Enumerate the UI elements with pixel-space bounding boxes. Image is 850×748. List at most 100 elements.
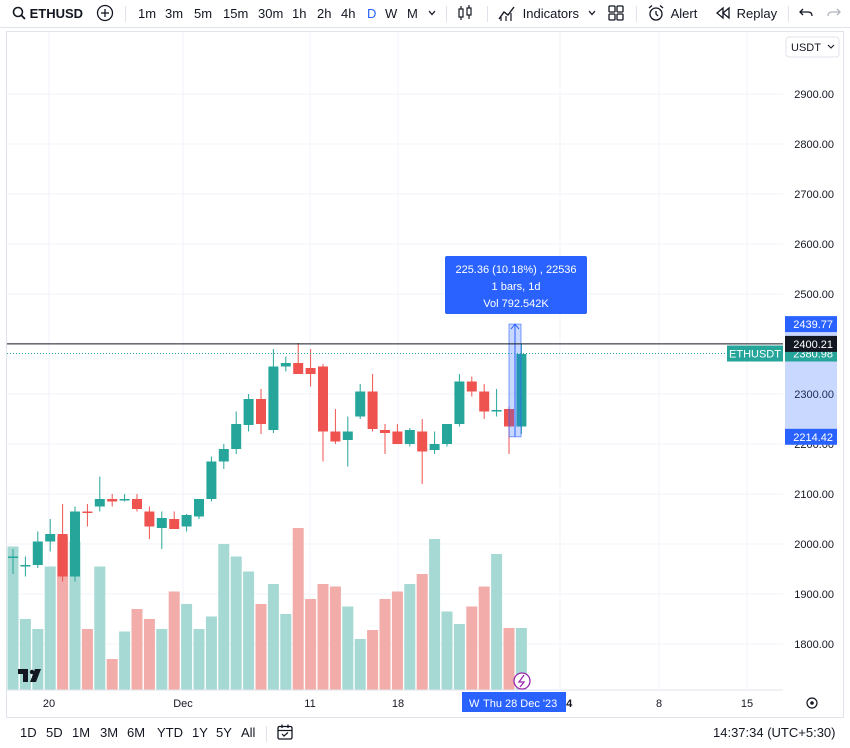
volume-bar (503, 628, 515, 690)
chart-overlay: 225.36 (10.18%) , 22536 1 bars, 1d Vol 792… (7, 256, 783, 690)
candle-body (132, 499, 142, 509)
candle-body (231, 424, 242, 449)
layouts-button[interactable] (607, 0, 625, 28)
compare-button[interactable] (96, 0, 114, 28)
time-axis[interactable]: 20Dec11182024815WThu 28 Dec '23 (7, 689, 818, 712)
volume-bar (305, 599, 317, 690)
time-tick-label: Dec (173, 698, 193, 710)
time-tick-label: 20 (43, 698, 55, 710)
range-1d[interactable]: 1D (20, 725, 37, 740)
price-axis[interactable]: USDT 2900.00 2800.00 2700.00 2600.00 2500.00 2… (727, 32, 844, 703)
candle-body (218, 449, 229, 462)
indicators-label: Indicators (522, 6, 579, 21)
price-tick-label: 2700.00 (794, 189, 834, 201)
grid-layout-icon (608, 5, 624, 21)
volume-bar (267, 584, 279, 690)
range-ytd[interactable]: YTD (157, 725, 183, 740)
interval-15m[interactable]: 15m (223, 6, 249, 21)
tradingview-logo-slash (30, 669, 41, 682)
top-toolbar: ETHUSD 1m 3m 5m 15m 30m 1h 2h 4h D W M I… (0, 0, 850, 28)
volume-bar (379, 599, 391, 690)
price-chart[interactable]: 225.36 (10.18%) , 22536 1 bars, 1d Vol 792… (7, 32, 844, 718)
price-tick-label: 2600.00 (794, 239, 834, 251)
candle-body (355, 391, 366, 417)
measure-tooltip (445, 256, 587, 314)
candle-body (156, 518, 167, 528)
candle-body (442, 424, 452, 444)
volume-bar (32, 629, 44, 690)
range-6m[interactable]: 6M (127, 725, 146, 740)
bottom-bar: 1D 5D 1M 3M 6M YTD 1Y 5Y All 14:37:34 (U… (0, 718, 850, 748)
range-5d[interactable]: 5D (46, 725, 63, 740)
candle-body (380, 430, 390, 433)
range-3m[interactable]: 3M (100, 725, 119, 740)
time-tick-label: 15 (741, 698, 753, 710)
candlesticks (8, 343, 527, 582)
alert-button[interactable]: Alert (647, 0, 697, 28)
search-icon (12, 6, 26, 20)
volume-bar (354, 639, 366, 690)
clock-timezone[interactable]: 14:37:34 (UTC+5:30) (713, 725, 836, 740)
go-to-date-button[interactable] (276, 718, 294, 748)
symbol-search[interactable]: ETHUSD (12, 0, 83, 28)
volume-bar (218, 544, 230, 690)
volume-bar (156, 629, 168, 690)
measure-tooltip-line1: 225.36 (10.18%) , 22536 (455, 264, 576, 276)
interval-5m[interactable]: 5m (194, 6, 213, 21)
volume-bar (515, 628, 527, 690)
interval-2h[interactable]: 2h (317, 6, 332, 21)
volume-bar (57, 536, 69, 690)
volume-bar (181, 604, 193, 690)
measure-lower-badge (785, 428, 837, 445)
interval-d[interactable]: D (367, 6, 377, 21)
candle-body (479, 391, 490, 412)
indicators-button[interactable]: Indicators (498, 0, 579, 28)
candle-body (57, 534, 68, 577)
chart-area[interactable]: 225.36 (10.18%) , 22536 1 bars, 1d Vol 792… (6, 31, 844, 718)
range-1m[interactable]: 1M (72, 725, 91, 740)
price-tick-label: 2100.00 (794, 489, 834, 501)
interval-1m[interactable]: 1m (138, 6, 157, 21)
volume-bar (391, 591, 403, 690)
measure-upper-badge (785, 316, 837, 333)
undo-button[interactable] (798, 0, 814, 28)
indicators-icon (498, 6, 515, 21)
candle-body (318, 366, 328, 432)
replay-icon (715, 6, 730, 20)
volume-bar (168, 591, 180, 690)
range-5y[interactable]: 5Y (216, 725, 232, 740)
chart-type-button[interactable] (456, 0, 474, 28)
gear-icon (806, 697, 818, 709)
range-all[interactable]: All (241, 725, 256, 740)
candle-body (70, 511, 80, 577)
volume-bar (94, 566, 106, 690)
alert-label: Alert (670, 6, 698, 21)
candle-body (305, 368, 316, 374)
redo-button[interactable] (826, 0, 842, 28)
interval-4h[interactable]: 4h (341, 6, 356, 21)
interval-1h[interactable]: 1h (292, 6, 307, 21)
interval-3m[interactable]: 3m (165, 6, 184, 21)
replay-button[interactable]: Replay (715, 0, 777, 28)
symbol-price-label (727, 345, 783, 362)
redo-icon (827, 8, 841, 17)
interval-30m[interactable]: 30m (258, 6, 284, 21)
crosshair-date-badge (462, 692, 566, 712)
interval-w[interactable]: W (385, 6, 398, 21)
price-tick-label: 1800.00 (794, 639, 834, 651)
candle-body (429, 444, 440, 450)
volume-bar (69, 541, 81, 690)
interval-dropdown[interactable] (427, 0, 437, 28)
interval-m[interactable]: M (407, 6, 418, 21)
crosshair-price-badge-text: 2400.21 (793, 339, 833, 351)
price-tick-label: 2900.00 (794, 89, 834, 101)
volume-bar (367, 630, 379, 690)
price-axis-background (783, 32, 843, 703)
candle-body (392, 431, 403, 444)
symbol-price-label-text: ETHUSDT (729, 349, 781, 361)
chevron-down-icon (588, 10, 596, 16)
range-1y[interactable]: 1Y (192, 725, 208, 740)
candle-body (417, 431, 428, 452)
price-tick-label: 1900.00 (794, 589, 834, 601)
indicators-dropdown[interactable] (587, 0, 597, 28)
